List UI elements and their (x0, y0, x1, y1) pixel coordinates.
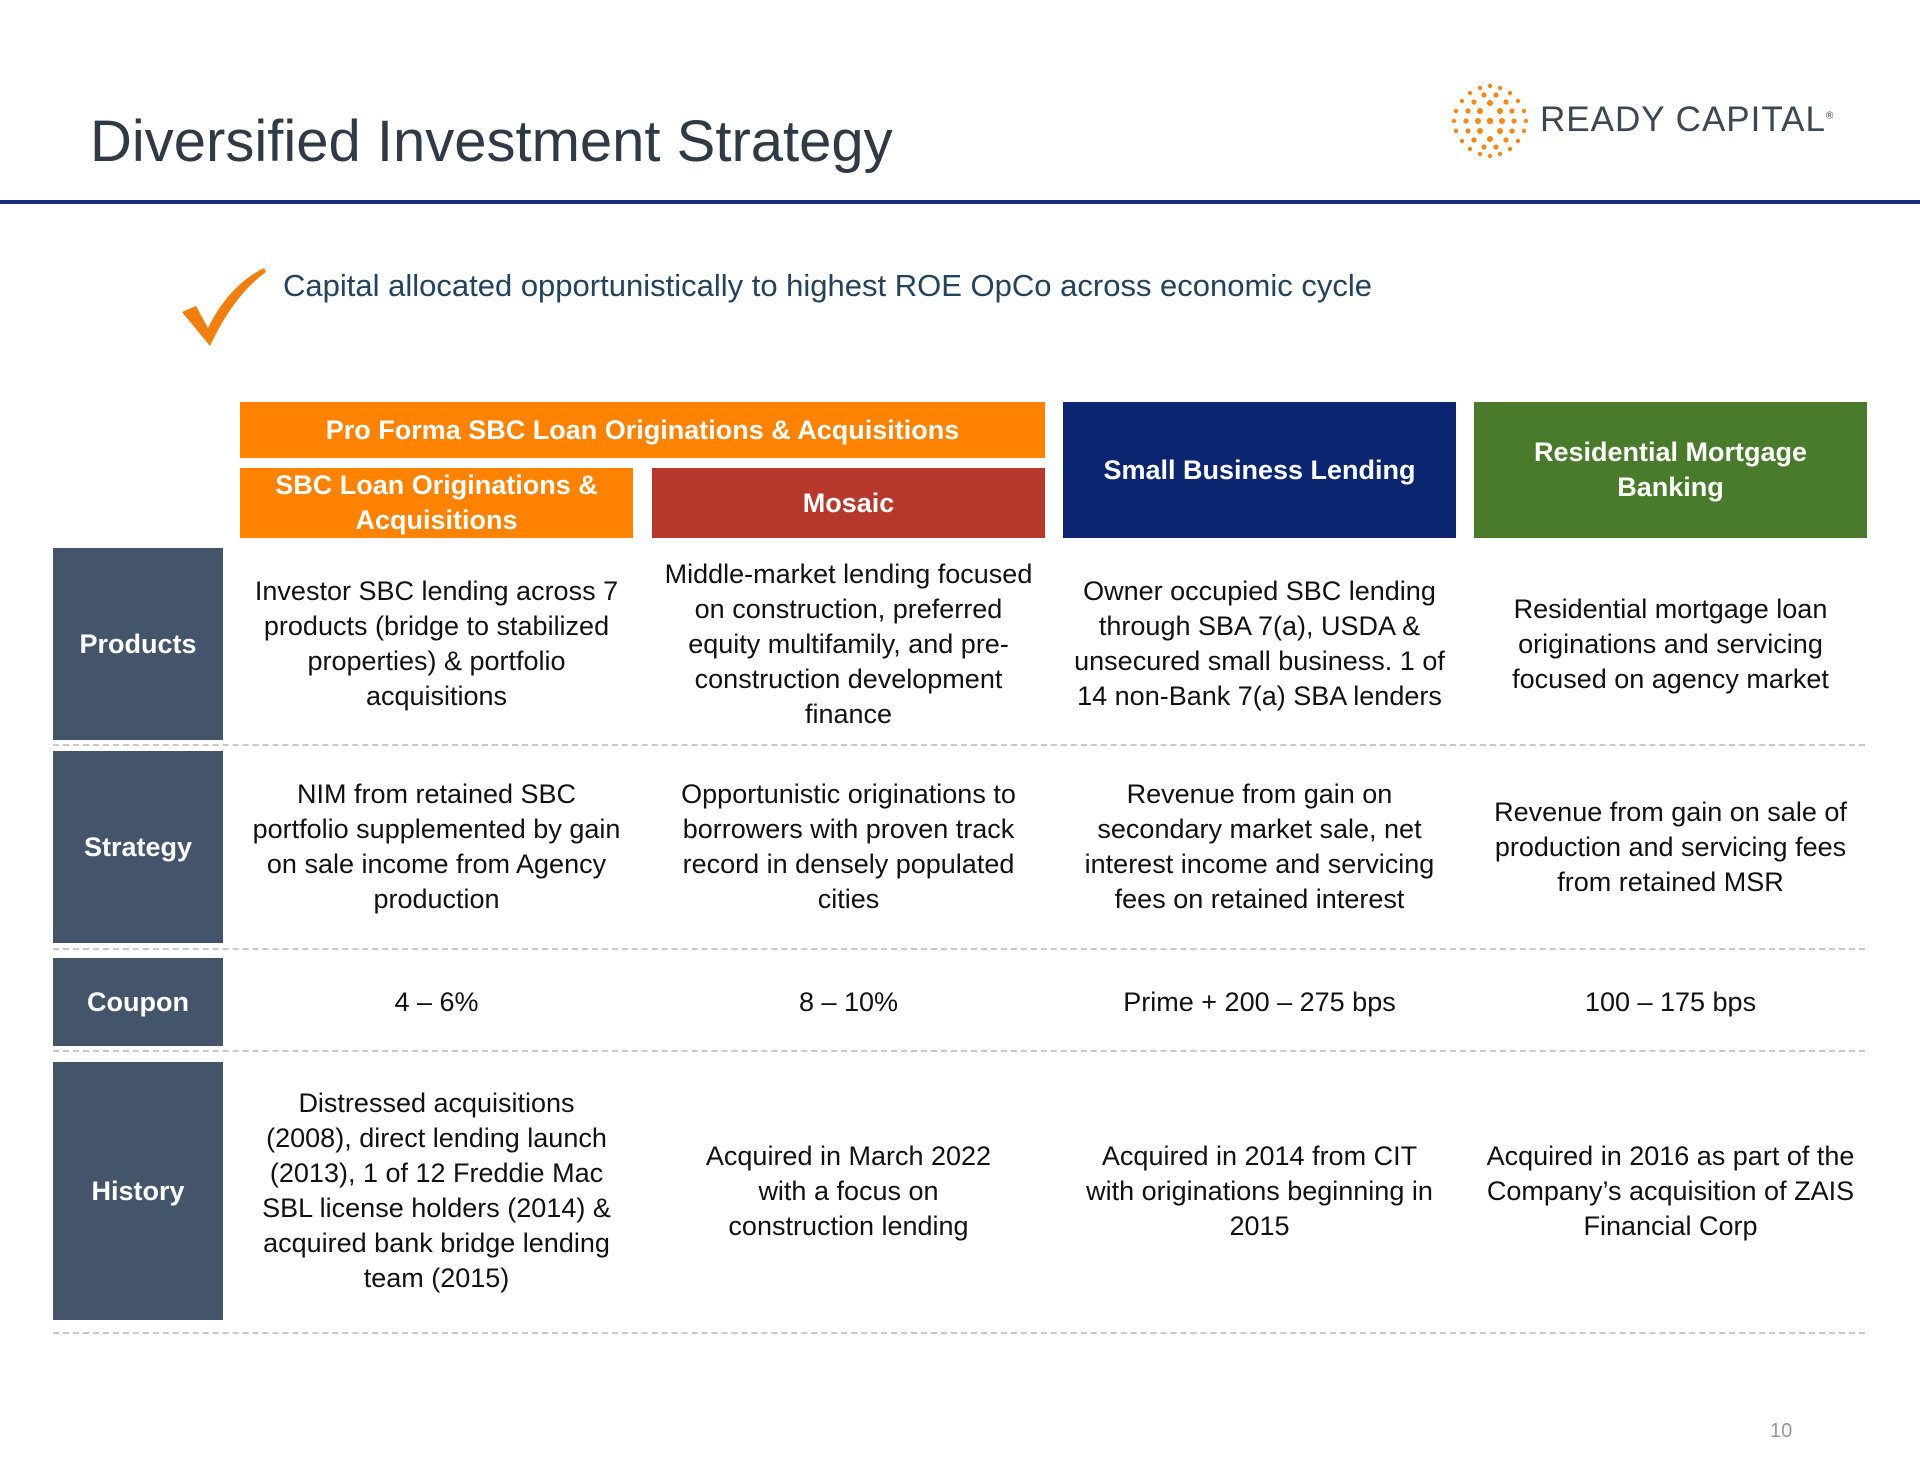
page-title: Diversified Investment Strategy (90, 109, 893, 174)
row-label-history: History (53, 1062, 223, 1320)
row-separator (53, 948, 1865, 950)
header-sbc-loan-originations: SBC Loan Originations & Acquisitions (240, 468, 633, 538)
page-number: 10 (1770, 1420, 1793, 1442)
ready-capital-logo: READY CAPITAL® (1448, 80, 1848, 160)
cell-coupon-small-business: Prime + 200 – 275 bps (1123, 986, 1396, 1017)
cell-history-residential: Acquired in 2016 as part of the Company’… (1486, 1140, 1855, 1241)
checkmark-icon (182, 268, 266, 346)
row-separator (53, 1332, 1865, 1334)
subtitle: Capital allocated opportunistically to h… (283, 268, 1372, 303)
cell-strategy-mosaic: Opportunistic originations to borrowers … (681, 779, 1016, 914)
header-pro-forma: Pro Forma SBC Loan Originations & Acquis… (240, 402, 1045, 458)
cell-coupon-mosaic: 8 – 10% (798, 986, 899, 1017)
cell-products-sbc: Investor SBC lending across 7 products (… (254, 576, 619, 711)
logo-wordmark: READY CAPITAL® (1540, 100, 1835, 139)
cell-strategy-residential: Revenue from gain on sale of production … (1494, 796, 1847, 897)
row-label-strategy: Strategy (53, 751, 223, 943)
cell-strategy-sbc: NIM from retained SBC portfolio suppleme… (252, 779, 621, 914)
cell-history-small-business: Acquired in 2014 from CIT with originati… (1086, 1140, 1433, 1241)
row-separator (53, 744, 1865, 746)
cell-products-mosaic: Middle-market lending focused on constru… (664, 558, 1033, 729)
cell-strategy-small-business: Revenue from gain on secondary market sa… (1084, 779, 1435, 914)
header-residential-mortgage-banking: Residential Mortgage Banking (1474, 402, 1867, 538)
header-small-business-lending: Small Business Lending (1063, 402, 1456, 538)
header-rule (0, 200, 1920, 204)
row-label-coupon: Coupon (53, 958, 223, 1046)
cell-history-mosaic: Acquired in March 2022 with a focus on c… (705, 1140, 992, 1241)
cell-coupon-residential: 100 – 175 bps (1584, 986, 1757, 1017)
row-label-products: Products (53, 548, 223, 740)
dot-globe-icon (1451, 83, 1529, 159)
cell-products-residential: Residential mortgage loan originations a… (1512, 593, 1829, 694)
header-mosaic: Mosaic (652, 468, 1045, 538)
cell-coupon-sbc: 4 – 6% (394, 986, 479, 1017)
cell-history-sbc: Distressed acquisitions (2008), direct l… (262, 1088, 611, 1293)
row-separator (53, 1050, 1865, 1052)
cell-products-small-business: Owner occupied SBC lending through SBA 7… (1074, 576, 1445, 711)
